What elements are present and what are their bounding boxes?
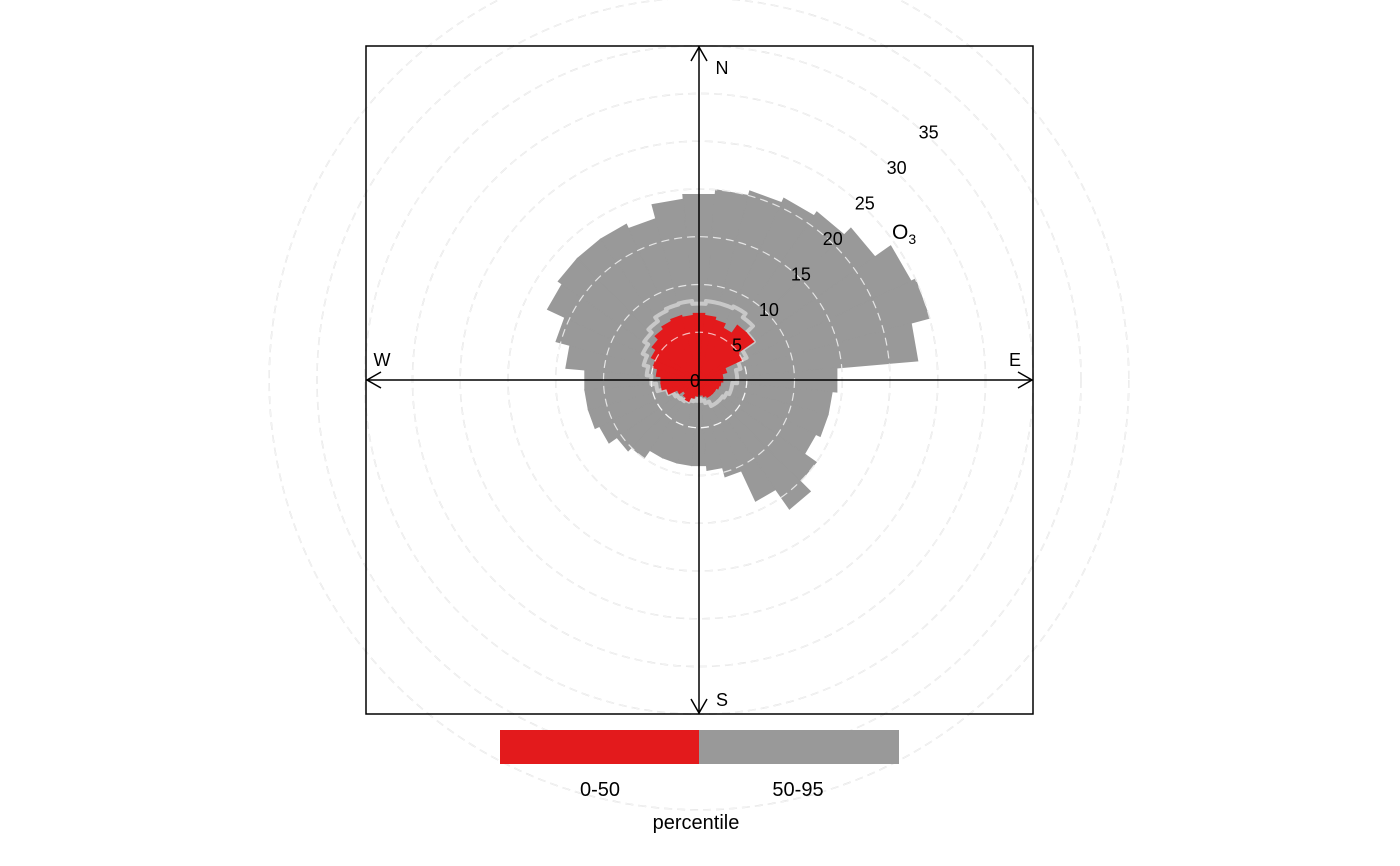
radial-labels: 0 5 10 15 20 25 30 35 (690, 123, 939, 391)
plot-border (365, 45, 1034, 715)
legend-swatch-0-50 (500, 730, 699, 764)
radial-label-5: 5 (732, 336, 742, 356)
compass-axes (365, 45, 1034, 715)
legend-swatch-50-95 (699, 730, 899, 764)
radial-label-15: 15 (791, 265, 811, 285)
west-arrow (365, 371, 382, 389)
north-label: N (716, 58, 729, 78)
radial-label-0: 0 (690, 371, 700, 391)
legend-label-0-50: 0-50 (580, 779, 620, 801)
north-arrow (690, 45, 708, 62)
east-label: E (1009, 350, 1021, 370)
pollutant-base: O (892, 221, 908, 244)
radial-label-35: 35 (919, 123, 939, 143)
radial-label-25: 25 (855, 194, 875, 214)
south-arrow (690, 698, 708, 715)
legend-label-50-95: 50-95 (772, 779, 823, 801)
east-arrow (1017, 371, 1034, 389)
series-layer (268, 0, 1130, 811)
pollutant-subscript: 3 (908, 231, 916, 247)
grid-ring-overlay-45 (268, 0, 1130, 811)
pollutant-label: O3 (892, 221, 916, 247)
radial-label-20: 20 (823, 229, 843, 249)
segment-0-50-350 (681, 314, 700, 381)
radial-label-10: 10 (759, 300, 779, 320)
radial-label-30: 30 (887, 158, 907, 178)
legend-title: percentile (653, 812, 740, 834)
west-label: W (374, 350, 391, 370)
south-label: S (716, 690, 728, 710)
